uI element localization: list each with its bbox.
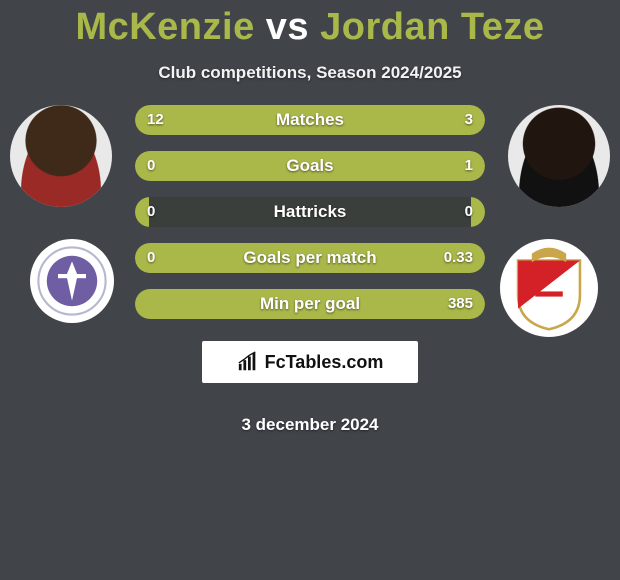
player1-name: McKenzie [75, 6, 254, 48]
stat-label: Goals [135, 151, 485, 181]
club1-crest [30, 239, 114, 323]
date-label: 3 december 2024 [0, 415, 620, 435]
stat-value-right: 0 [465, 197, 473, 227]
stat-row-goals-per-match: 0Goals per match0.33 [135, 243, 485, 273]
watermark-text: FcTables.com [265, 352, 384, 373]
club2-crest [500, 239, 598, 337]
toulouse-icon [37, 246, 107, 316]
stat-bars: 12Matches30Goals10Hattricks00Goals per m… [135, 105, 485, 335]
fctables-watermark: FcTables.com [202, 341, 418, 383]
player1-avatar [10, 105, 112, 207]
monaco-icon [506, 245, 592, 331]
vs-label: vs [266, 6, 309, 48]
subtitle: Club competitions, Season 2024/2025 [0, 63, 620, 83]
stat-value-right: 385 [448, 289, 473, 319]
stat-row-goals: 0Goals1 [135, 151, 485, 181]
player2-avatar [508, 105, 610, 207]
stat-label: Min per goal [135, 289, 485, 319]
stat-value-right: 1 [465, 151, 473, 181]
stat-label: Goals per match [135, 243, 485, 273]
player2-name: Jordan Teze [320, 6, 544, 48]
stat-row-matches: 12Matches3 [135, 105, 485, 135]
comparison-content: 12Matches30Goals10Hattricks00Goals per m… [0, 105, 620, 445]
stat-row-hattricks: 0Hattricks0 [135, 197, 485, 227]
stat-value-right: 0.33 [444, 243, 473, 273]
stat-row-min-per-goal: Min per goal385 [135, 289, 485, 319]
comparison-title: McKenzie vs Jordan Teze [0, 0, 620, 49]
chart-icon [237, 351, 259, 373]
stat-value-right: 3 [465, 105, 473, 135]
stat-label: Matches [135, 105, 485, 135]
stat-label: Hattricks [135, 197, 485, 227]
